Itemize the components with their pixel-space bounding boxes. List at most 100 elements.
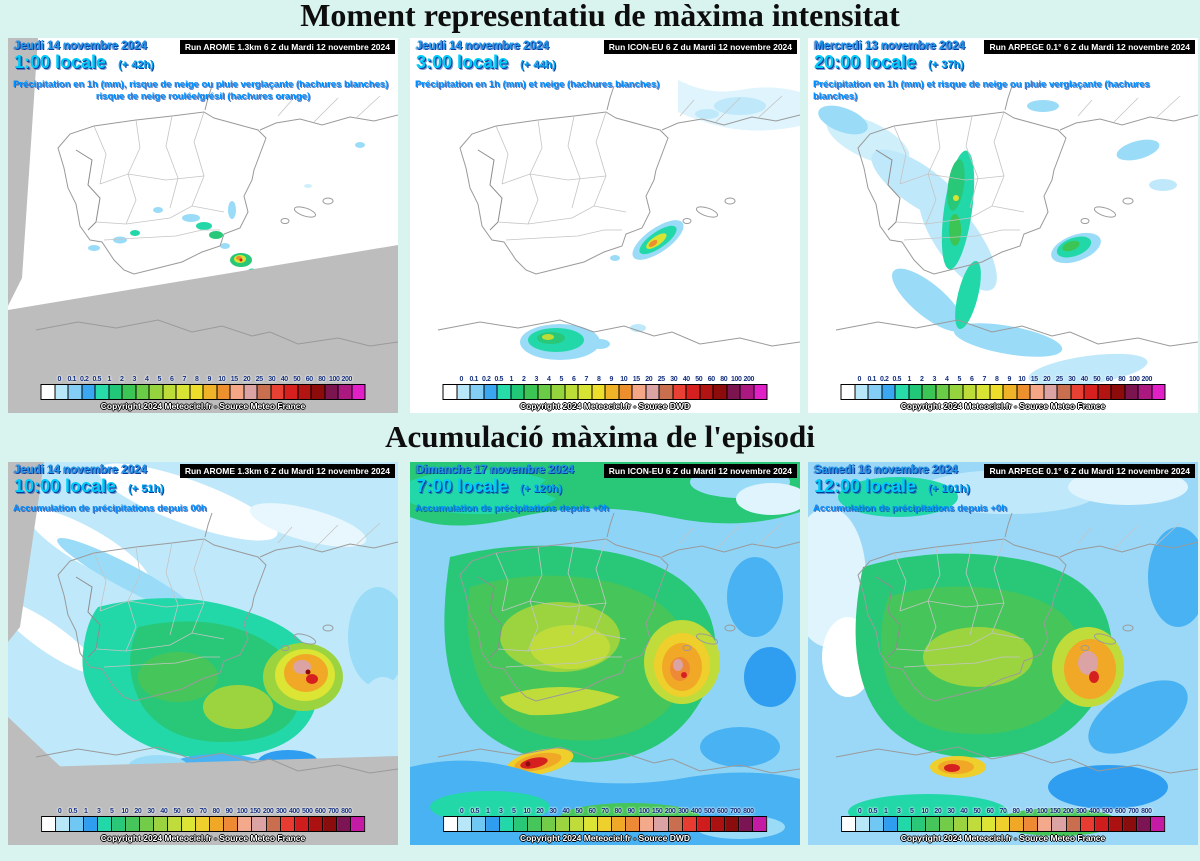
scale-tick-label: 80 — [1118, 376, 1126, 383]
scale-tick-label: 200 — [743, 376, 755, 383]
scale-color-cell — [724, 817, 739, 831]
scale-color-cell — [619, 385, 633, 399]
scale-color-cell — [98, 817, 113, 831]
scale-color-cell — [524, 385, 538, 399]
scale-color-cell — [856, 817, 871, 831]
scale-tick-label: 60 — [305, 376, 313, 383]
scale-color-cell — [1108, 817, 1123, 831]
scale-tick-label: 10 — [620, 376, 628, 383]
scale-color-cell — [996, 817, 1011, 831]
scale-tick-label: 50 — [695, 376, 703, 383]
scale-color-cell — [668, 817, 683, 831]
run-label: Run AROME 1.3km 6 Z du Mardi 12 novembre… — [179, 40, 395, 54]
scale-color-cell — [217, 385, 231, 399]
scale-tick-label: 0 — [857, 376, 862, 383]
scale-color-cell — [126, 817, 141, 831]
scale-color-cell — [1024, 817, 1039, 831]
scale-tick-label: 8 — [195, 376, 199, 383]
scale-tick-label: 7 — [182, 376, 187, 383]
scale-tick-label: 600 — [717, 808, 728, 815]
scale-color-cell — [1084, 385, 1098, 399]
forecast-time-value: 20:00 locale — [814, 52, 917, 72]
scale-tick-label: 1 — [907, 376, 912, 383]
scale-tick-label: 15 — [1030, 376, 1038, 383]
page-title-accumulation: Acumulació màxima de l'episodi — [385, 419, 815, 454]
scale-tick-label: 800 — [341, 808, 352, 815]
scale-color-cell — [244, 385, 258, 399]
forecast-offset: (+ 120h) — [520, 483, 562, 495]
scale-tick-label: 400 — [690, 808, 702, 815]
scale-color-cell — [909, 385, 923, 399]
scale-tick-label: 2 — [120, 376, 124, 383]
map-description: Accumulation de précipitations depuis 00… — [13, 503, 393, 515]
scale-tick-label: 1 — [83, 808, 88, 815]
forecast-offset: (+ 51h) — [128, 483, 164, 495]
scale-color-cell — [898, 817, 913, 831]
scale-tick-label: 0.1 — [867, 376, 877, 383]
scale-color-cell — [1080, 817, 1095, 831]
scale-color-cell — [868, 385, 882, 399]
scale-color-cell — [542, 817, 557, 831]
scale-color-cell — [1094, 817, 1109, 831]
scale-tick-label: 90 — [627, 808, 635, 815]
scale-tick-label: 3 — [932, 376, 937, 383]
map-description: Précipitation en 1h (mm) et risque de ne… — [813, 79, 1193, 102]
scale-color-cell — [940, 817, 955, 831]
scale-tick-label: 4 — [945, 376, 949, 383]
scale-color-cell — [149, 385, 163, 399]
scale-color-cell — [224, 817, 239, 831]
scale-tick-label: 20 — [536, 808, 544, 815]
scale-tick-label: 150 — [1049, 808, 1061, 815]
scale-color-cell — [1125, 385, 1139, 399]
scale-color-cell — [976, 385, 990, 399]
scale-tick-label: 100 — [1036, 808, 1048, 815]
scale-color-cell — [632, 385, 646, 399]
scale-tick-label: 300 — [275, 808, 287, 815]
scale-color-cell — [444, 817, 459, 831]
scale-tick-label: 0.5 — [494, 376, 504, 383]
scale-tick-label: 5 — [559, 376, 564, 383]
scale-tick-label: 100 — [638, 808, 650, 815]
scale-color-cell — [271, 385, 285, 399]
copyright: Copyright 2024 Meteociel.fr - Source Met… — [100, 401, 306, 411]
scale-tick-label: 30 — [268, 376, 276, 383]
forecast-panel-arome-accumulation: Jeudi 14 novembre 2024 10:00 locale (+ 51… — [8, 462, 398, 845]
forecast-time-value: 1:00 locale — [14, 52, 107, 72]
scale-tick-label: 3 — [499, 808, 503, 815]
scale-color-cell — [266, 817, 281, 831]
scale-tick-label: 25 — [255, 376, 263, 383]
scale-tick-label: 150 — [651, 808, 663, 815]
scale-tick-label: 10 — [921, 808, 929, 815]
scale-color-cell — [841, 385, 855, 399]
scale-tick-label: 600 — [315, 808, 326, 815]
scale-color-cell — [646, 385, 660, 399]
scale-tick-label: 20 — [934, 808, 942, 815]
forecast-panel-iconeu-intensity: Jeudi 14 novembre 2024 3:00 locale (+ 44h… — [410, 38, 800, 413]
scale-color-cell — [578, 385, 592, 399]
scale-tick-label: 9 — [609, 376, 614, 383]
forecast-date: Jeudi 14 novembre 2024 — [416, 40, 549, 52]
scale-tick-label: 300 — [1075, 808, 1087, 815]
scale-color-cell — [1150, 817, 1164, 831]
scale-tick-label: 30 — [947, 808, 955, 815]
map-description-line1: Précipitation en 1h (mm) et neige (hachu… — [415, 79, 660, 90]
run-label: Run AROME 1.3km 6 Z du Mardi 12 novembre… — [179, 464, 395, 478]
scale-color-cell — [322, 817, 337, 831]
scale-color-cell — [870, 817, 885, 831]
scale-color-cell — [210, 817, 225, 831]
forecast-date: Jeudi 14 novembre 2024 — [14, 464, 147, 476]
forecast-panel-arpege-intensity: Mercredi 13 novembre 2024 20:00 locale (+… — [808, 38, 1198, 413]
scale-color-cell — [926, 817, 941, 831]
scale-color-cell — [458, 817, 473, 831]
scale-tick-label: 0.5 — [868, 808, 877, 815]
scale-color-cell — [182, 817, 197, 831]
scale-color-cell — [949, 385, 963, 399]
scale-tick-label: 50 — [575, 808, 583, 815]
scale-tick-label: 500 — [704, 808, 715, 815]
scale-tick-label: 4 — [145, 376, 149, 383]
scale-color-cell — [176, 385, 190, 399]
scale-color-cell — [196, 817, 211, 831]
scale-color-cell — [308, 817, 323, 831]
scale-tick-label: 90 — [1025, 808, 1033, 815]
